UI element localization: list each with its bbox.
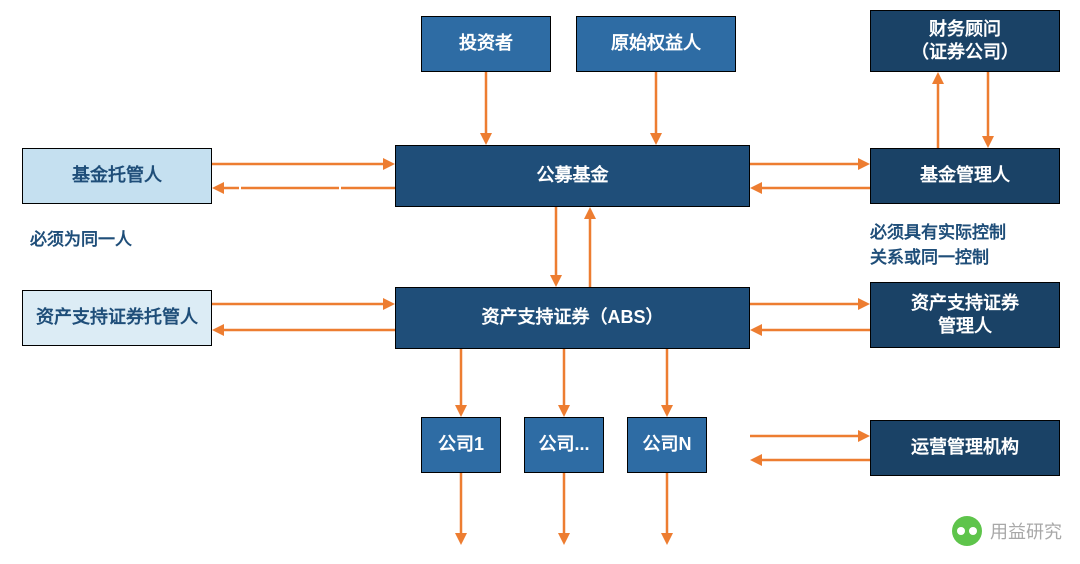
watermark: 用益研究 — [952, 516, 1062, 546]
node-advisor: 财务顾问 （证券公司） — [870, 10, 1060, 72]
node-operator: 运营管理机构 — [870, 420, 1060, 476]
node-abs: 资产支持证券（ABS） — [395, 287, 750, 349]
node-co1: 公司1 — [421, 417, 501, 473]
node-coDots: 公司... — [524, 417, 604, 473]
node-absCustodian: 资产支持证券托管人 — [22, 290, 212, 346]
note-samePerson: 必须为同一人 — [30, 225, 132, 250]
node-originator: 原始权益人 — [576, 16, 736, 72]
wechat-icon — [952, 516, 982, 546]
node-investor: 投资者 — [421, 16, 551, 72]
watermark-text: 用益研究 — [990, 518, 1062, 544]
node-coN: 公司N — [627, 417, 707, 473]
node-custodian: 基金托管人 — [22, 148, 212, 204]
note-control: 必须具有实际控制 关系或同一控制 — [870, 218, 1006, 268]
node-absManager: 资产支持证券 管理人 — [870, 282, 1060, 348]
node-manager: 基金管理人 — [870, 148, 1060, 204]
node-fund: 公募基金 — [395, 145, 750, 207]
